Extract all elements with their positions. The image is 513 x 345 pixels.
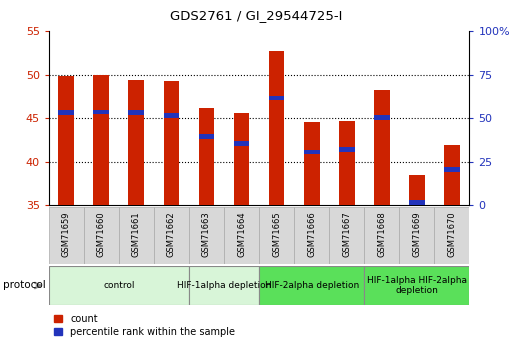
Bar <box>364 266 469 305</box>
Bar <box>93 76 109 205</box>
Bar <box>304 150 320 155</box>
Bar <box>269 96 285 100</box>
Text: GSM71667: GSM71667 <box>342 211 351 257</box>
Bar <box>58 110 74 115</box>
Bar <box>164 81 180 205</box>
Bar <box>128 80 144 205</box>
Bar <box>339 147 354 152</box>
Bar <box>339 121 354 205</box>
Bar <box>49 207 84 264</box>
Bar <box>259 207 294 264</box>
Text: GSM71661: GSM71661 <box>132 211 141 257</box>
Bar <box>119 207 154 264</box>
Bar <box>233 141 249 146</box>
Text: GSM71662: GSM71662 <box>167 211 176 257</box>
Text: GSM71660: GSM71660 <box>97 211 106 257</box>
Bar <box>444 167 460 172</box>
Text: GSM71670: GSM71670 <box>447 211 457 257</box>
Bar <box>304 122 320 205</box>
Bar <box>269 51 285 205</box>
Bar <box>199 108 214 205</box>
Bar <box>294 207 329 264</box>
Bar <box>189 266 259 305</box>
Bar <box>409 200 425 205</box>
Bar <box>409 175 425 205</box>
Text: GSM71669: GSM71669 <box>412 211 421 257</box>
Text: HIF-1alpha depletion: HIF-1alpha depletion <box>177 281 271 290</box>
Bar <box>199 134 214 139</box>
Text: control: control <box>103 281 134 290</box>
Bar <box>374 90 390 205</box>
Bar <box>374 115 390 120</box>
Bar <box>128 110 144 115</box>
Bar <box>399 207 435 264</box>
Bar <box>224 207 259 264</box>
Text: GDS2761 / GI_29544725-I: GDS2761 / GI_29544725-I <box>170 9 343 22</box>
Bar <box>259 266 364 305</box>
Bar <box>84 207 119 264</box>
Bar <box>58 76 74 205</box>
Text: GSM71666: GSM71666 <box>307 211 316 257</box>
Legend: count, percentile rank within the sample: count, percentile rank within the sample <box>53 314 235 337</box>
Bar <box>49 266 189 305</box>
Bar <box>93 110 109 115</box>
Text: GSM71663: GSM71663 <box>202 211 211 257</box>
Bar <box>329 207 364 264</box>
Bar <box>435 207 469 264</box>
Text: HIF-2alpha depletion: HIF-2alpha depletion <box>265 281 359 290</box>
Text: GSM71659: GSM71659 <box>62 211 71 257</box>
Bar <box>189 207 224 264</box>
Bar <box>233 113 249 205</box>
Bar <box>364 207 399 264</box>
Text: GSM71665: GSM71665 <box>272 211 281 257</box>
Text: GSM71668: GSM71668 <box>377 211 386 257</box>
Text: protocol: protocol <box>3 280 45 290</box>
Bar <box>164 113 180 118</box>
Bar <box>154 207 189 264</box>
Text: HIF-1alpha HIF-2alpha
depletion: HIF-1alpha HIF-2alpha depletion <box>367 276 467 295</box>
Bar <box>444 145 460 205</box>
Text: GSM71664: GSM71664 <box>237 211 246 257</box>
